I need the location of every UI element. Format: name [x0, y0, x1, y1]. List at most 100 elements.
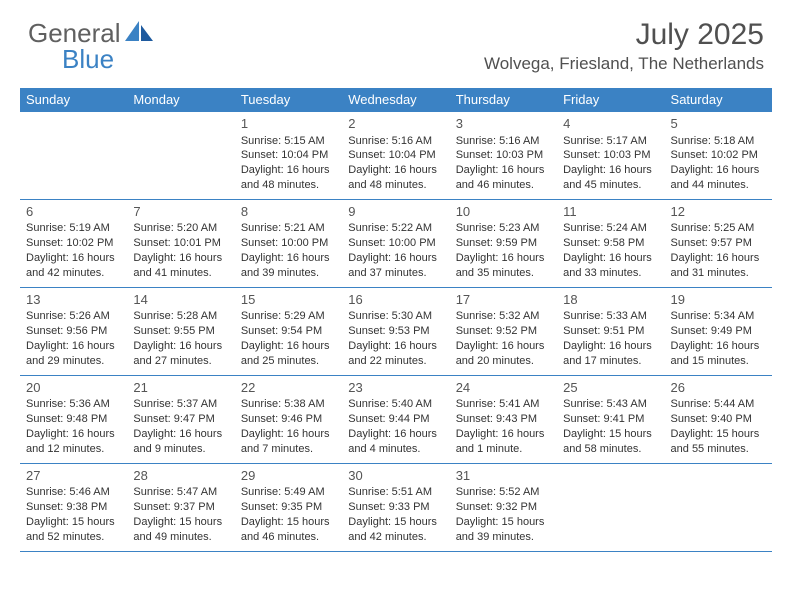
sunrise-line: Sunrise: 5:29 AM [241, 309, 336, 324]
day-number: 5 [671, 115, 766, 133]
sunrise-line: Sunrise: 5:52 AM [456, 485, 551, 500]
sunrise-line: Sunrise: 5:15 AM [241, 134, 336, 149]
day-number: 24 [456, 379, 551, 397]
daylight-line: Daylight: 16 hours and 1 minute. [456, 427, 551, 457]
day-header-row: SundayMondayTuesdayWednesdayThursdayFrid… [20, 88, 772, 112]
sunrise-line: Sunrise: 5:32 AM [456, 309, 551, 324]
day-number: 20 [26, 379, 121, 397]
daylight-line: Daylight: 15 hours and 39 minutes. [456, 515, 551, 545]
week-row: 27Sunrise: 5:46 AMSunset: 9:38 PMDayligh… [20, 464, 772, 552]
daylight-line: Daylight: 16 hours and 25 minutes. [241, 339, 336, 369]
day-cell: 17Sunrise: 5:32 AMSunset: 9:52 PMDayligh… [450, 288, 557, 375]
day-cell: 1Sunrise: 5:15 AMSunset: 10:04 PMDayligh… [235, 112, 342, 199]
sunset-line: Sunset: 10:02 PM [26, 236, 121, 251]
day-number: 29 [241, 467, 336, 485]
daylight-line: Daylight: 15 hours and 46 minutes. [241, 515, 336, 545]
day-cell: 23Sunrise: 5:40 AMSunset: 9:44 PMDayligh… [342, 376, 449, 463]
sunset-line: Sunset: 9:38 PM [26, 500, 121, 515]
sunrise-line: Sunrise: 5:38 AM [241, 397, 336, 412]
sunset-line: Sunset: 10:03 PM [563, 148, 658, 163]
day-number: 30 [348, 467, 443, 485]
day-cell: 10Sunrise: 5:23 AMSunset: 9:59 PMDayligh… [450, 200, 557, 287]
week-row: 13Sunrise: 5:26 AMSunset: 9:56 PMDayligh… [20, 288, 772, 376]
sunrise-line: Sunrise: 5:25 AM [671, 221, 766, 236]
sunrise-line: Sunrise: 5:20 AM [133, 221, 228, 236]
day-number: 14 [133, 291, 228, 309]
day-cell: 16Sunrise: 5:30 AMSunset: 9:53 PMDayligh… [342, 288, 449, 375]
sunrise-line: Sunrise: 5:47 AM [133, 485, 228, 500]
sunrise-line: Sunrise: 5:44 AM [671, 397, 766, 412]
day-number: 13 [26, 291, 121, 309]
sunset-line: Sunset: 9:54 PM [241, 324, 336, 339]
day-number: 4 [563, 115, 658, 133]
day-cell: 7Sunrise: 5:20 AMSunset: 10:01 PMDayligh… [127, 200, 234, 287]
day-cell: 11Sunrise: 5:24 AMSunset: 9:58 PMDayligh… [557, 200, 664, 287]
logo-sail-icon [125, 21, 153, 41]
daylight-line: Daylight: 16 hours and 22 minutes. [348, 339, 443, 369]
day-number: 23 [348, 379, 443, 397]
day-cell: 18Sunrise: 5:33 AMSunset: 9:51 PMDayligh… [557, 288, 664, 375]
day-number: 21 [133, 379, 228, 397]
sunset-line: Sunset: 9:53 PM [348, 324, 443, 339]
day-cell: 20Sunrise: 5:36 AMSunset: 9:48 PMDayligh… [20, 376, 127, 463]
day-number: 19 [671, 291, 766, 309]
day-cell: 28Sunrise: 5:47 AMSunset: 9:37 PMDayligh… [127, 464, 234, 551]
day-cell: 6Sunrise: 5:19 AMSunset: 10:02 PMDayligh… [20, 200, 127, 287]
daylight-line: Daylight: 16 hours and 20 minutes. [456, 339, 551, 369]
sunrise-line: Sunrise: 5:23 AM [456, 221, 551, 236]
daylight-line: Daylight: 16 hours and 41 minutes. [133, 251, 228, 281]
sunrise-line: Sunrise: 5:17 AM [563, 134, 658, 149]
day-number: 22 [241, 379, 336, 397]
day-number: 12 [671, 203, 766, 221]
sunset-line: Sunset: 9:32 PM [456, 500, 551, 515]
day-header-thursday: Thursday [450, 88, 557, 112]
sunset-line: Sunset: 9:44 PM [348, 412, 443, 427]
day-number: 31 [456, 467, 551, 485]
daylight-line: Daylight: 16 hours and 45 minutes. [563, 163, 658, 193]
sunrise-line: Sunrise: 5:43 AM [563, 397, 658, 412]
day-cell: 3Sunrise: 5:16 AMSunset: 10:03 PMDayligh… [450, 112, 557, 199]
sunset-line: Sunset: 10:04 PM [348, 148, 443, 163]
sunset-line: Sunset: 10:03 PM [456, 148, 551, 163]
empty-cell [20, 112, 127, 199]
sunset-line: Sunset: 9:57 PM [671, 236, 766, 251]
daylight-line: Daylight: 16 hours and 37 minutes. [348, 251, 443, 281]
daylight-line: Daylight: 16 hours and 9 minutes. [133, 427, 228, 457]
header: General Blue July 2025 Wolvega, Frieslan… [0, 0, 792, 82]
daylight-line: Daylight: 15 hours and 58 minutes. [563, 427, 658, 457]
sunrise-line: Sunrise: 5:33 AM [563, 309, 658, 324]
sunrise-line: Sunrise: 5:41 AM [456, 397, 551, 412]
day-number: 8 [241, 203, 336, 221]
sunrise-line: Sunrise: 5:22 AM [348, 221, 443, 236]
sunset-line: Sunset: 9:51 PM [563, 324, 658, 339]
day-cell: 31Sunrise: 5:52 AMSunset: 9:32 PMDayligh… [450, 464, 557, 551]
sunset-line: Sunset: 9:46 PM [241, 412, 336, 427]
sunrise-line: Sunrise: 5:51 AM [348, 485, 443, 500]
daylight-line: Daylight: 16 hours and 35 minutes. [456, 251, 551, 281]
sunset-line: Sunset: 9:58 PM [563, 236, 658, 251]
day-cell: 25Sunrise: 5:43 AMSunset: 9:41 PMDayligh… [557, 376, 664, 463]
logo-text-blue: Blue [62, 44, 114, 75]
daylight-line: Daylight: 16 hours and 44 minutes. [671, 163, 766, 193]
sunrise-line: Sunrise: 5:30 AM [348, 309, 443, 324]
daylight-line: Daylight: 16 hours and 42 minutes. [26, 251, 121, 281]
empty-cell [127, 112, 234, 199]
day-header-wednesday: Wednesday [342, 88, 449, 112]
week-row: 20Sunrise: 5:36 AMSunset: 9:48 PMDayligh… [20, 376, 772, 464]
day-number: 17 [456, 291, 551, 309]
day-number: 2 [348, 115, 443, 133]
sunrise-line: Sunrise: 5:21 AM [241, 221, 336, 236]
week-row: 6Sunrise: 5:19 AMSunset: 10:02 PMDayligh… [20, 200, 772, 288]
day-cell: 19Sunrise: 5:34 AMSunset: 9:49 PMDayligh… [665, 288, 772, 375]
sunrise-line: Sunrise: 5:36 AM [26, 397, 121, 412]
day-cell: 26Sunrise: 5:44 AMSunset: 9:40 PMDayligh… [665, 376, 772, 463]
day-number: 26 [671, 379, 766, 397]
sunset-line: Sunset: 9:41 PM [563, 412, 658, 427]
sunrise-line: Sunrise: 5:16 AM [348, 134, 443, 149]
sunset-line: Sunset: 10:02 PM [671, 148, 766, 163]
day-number: 10 [456, 203, 551, 221]
calendar: SundayMondayTuesdayWednesdayThursdayFrid… [20, 88, 772, 552]
sunrise-line: Sunrise: 5:34 AM [671, 309, 766, 324]
sunrise-line: Sunrise: 5:49 AM [241, 485, 336, 500]
sunset-line: Sunset: 9:59 PM [456, 236, 551, 251]
